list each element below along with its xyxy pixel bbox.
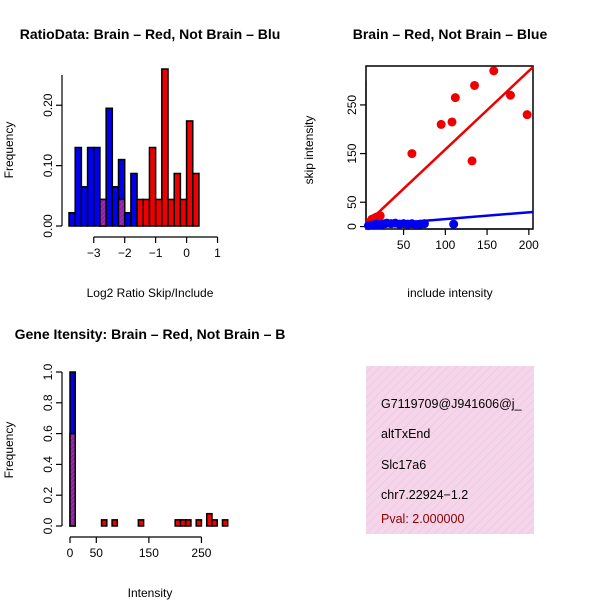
ratio-histogram-bar-brain <box>136 198 145 227</box>
ratio-histogram-bar-brain <box>154 198 163 227</box>
ratio-histogram-y-tick-label: 0.00 <box>41 214 55 238</box>
gene-intensity-title: Gene Itensity: Brain – Red, Not Brain – … <box>15 326 286 342</box>
scatter-title: Brain – Red, Not Brain – Blue <box>353 26 548 42</box>
info-panel-hatch <box>366 366 534 534</box>
scatter-y-tick-label: 0 <box>345 223 359 230</box>
scatter-ylabel: skip intensity <box>302 116 316 185</box>
ratio-histogram-bar-not-brain <box>93 146 101 227</box>
gene-intensity-y-tick-label: 0.6 <box>41 425 55 442</box>
ratio-histogram-bar-brain <box>185 120 194 227</box>
scatter-x-tick-label: 150 <box>477 238 497 252</box>
gene-intensity-histogram-panel: Gene Itensity: Brain – Red, Not Brain – … <box>2 326 285 600</box>
ratio-histogram-x-tick-label: 0 <box>183 246 190 260</box>
ratio-histogram-bar-not-brain <box>68 211 76 227</box>
gene-intensity-bar-brain <box>195 519 203 527</box>
gene-intensity-bar-brain <box>221 519 229 527</box>
ratio-histogram-y-tick-label: 0.10 <box>41 154 55 178</box>
gene-intensity-xlabel: Intensity <box>128 586 173 600</box>
gene-intensity-x-tick-label: 0 <box>67 546 74 560</box>
scatter-point-brain <box>407 149 417 159</box>
ratio-histogram-bar-overlap <box>99 198 107 227</box>
scatter-xlabel: include intensity <box>407 286 492 300</box>
scatter-x-tick-label: 50 <box>397 238 411 252</box>
ratio-histogram-bar-not-brain <box>86 146 95 227</box>
gene-intensity-ylabel: Frequency <box>2 422 16 479</box>
gene-intensity-y-tick-label: 0.2 <box>41 487 55 504</box>
scatter-fit-line-brain <box>365 66 534 226</box>
ratio-histogram-y-tick-label: 0.20 <box>41 93 55 117</box>
gene-intensity-x-tick-label: 150 <box>139 546 159 560</box>
ratio-histogram-bar-not-brain <box>80 186 89 227</box>
scatter-y-tick-label: 50 <box>345 195 359 209</box>
gene-intensity-y-tick-label: 1.0 <box>41 363 55 380</box>
ratio-histogram-bar-not-brain <box>74 146 83 227</box>
scatter-x-tick-label: 100 <box>435 238 455 252</box>
scatter-point-brain <box>450 93 460 103</box>
ratio-histogram-bar-brain <box>148 146 157 227</box>
scatter-point-brain <box>436 119 446 129</box>
ratio-histogram-xlabel: Log2 Ratio Skip/Include <box>87 286 214 300</box>
gene-intensity-bar-brain <box>205 512 213 527</box>
info-line-junction-id: G7119709@J941606@j_ <box>381 397 523 411</box>
gene-intensity-bar-brain <box>100 519 108 527</box>
ratio-histogram-panel: RatioData: Brain – Red, Not Brain – Blu … <box>2 26 280 300</box>
ratio-histogram-bar-brain <box>167 198 175 227</box>
info-line-pval: Pval: 2.000000 <box>381 512 464 526</box>
info-line-gene-symbol: Slc17a6 <box>381 458 426 472</box>
ratio-histogram-bar-brain <box>192 172 200 227</box>
ratio-histogram-x-tick-label: −2 <box>118 246 132 260</box>
scatter-point-brain <box>489 66 499 76</box>
scatter-x-tick-label: 200 <box>519 238 539 252</box>
ratio-histogram-x-tick-label: −3 <box>87 246 101 260</box>
info-line-location: chr7.22924−1.2 <box>381 488 468 502</box>
scatter-point-brain <box>467 156 477 166</box>
scatter-point-brain <box>522 110 532 120</box>
ratio-histogram-bar-brain <box>173 172 182 227</box>
ratio-histogram-bar-not-brain <box>111 186 120 227</box>
scatter-fit-line-not-brain <box>365 210 534 227</box>
ratio-histogram-ylabel: Frequency <box>2 122 16 179</box>
ratio-histogram-bar-not-brain <box>130 172 138 227</box>
gene-intensity-bar-brain <box>111 519 119 527</box>
gene-intensity-bar-brain <box>184 519 192 527</box>
gene-intensity-bar-brain <box>174 519 182 527</box>
scatter-y-tick-label: 250 <box>345 95 359 115</box>
scatter-y-tick-label: 150 <box>345 143 359 163</box>
ratio-histogram-bar-brain <box>161 68 169 227</box>
info-line-event-type: altTxEnd <box>381 427 430 441</box>
gene-intensity-bar-overlap <box>69 432 77 527</box>
ratio-histogram-bar-overlap <box>117 198 126 227</box>
gene-intensity-y-tick-label: 0.8 <box>41 394 55 411</box>
ratio-histogram-bar-not-brain <box>123 211 132 227</box>
ratio-histogram-x-tick-label: 1 <box>214 246 221 260</box>
gene-intensity-bar-brain <box>137 519 145 527</box>
intensity-scatter-panel: Brain – Red, Not Brain – Blue include in… <box>302 26 547 300</box>
scatter-point-brain <box>470 80 480 90</box>
ratio-histogram-bar-brain <box>142 198 151 227</box>
ratio-histogram-bar-not-brain <box>105 107 114 227</box>
ratio-histogram-title: RatioData: Brain – Red, Not Brain – Blu <box>20 26 281 42</box>
gene-intensity-x-tick-label: 50 <box>90 546 104 560</box>
gene-intensity-y-tick-label: 0.4 <box>41 456 55 473</box>
gene-intensity-bar-brain <box>179 519 187 527</box>
gene-intensity-y-tick-label: 0.0 <box>41 517 55 534</box>
ratio-histogram-bar-brain <box>179 198 188 227</box>
gene-intensity-bar-brain <box>211 519 218 527</box>
scatter-point-not-brain <box>449 219 459 229</box>
info-panel: G7119709@J941606@j_ altTxEnd Slc17a6 chr… <box>366 366 534 534</box>
ratio-histogram-x-tick-label: −1 <box>149 246 163 260</box>
scatter-point-brain <box>505 90 515 100</box>
scatter-point-brain <box>447 117 457 127</box>
gene-intensity-x-tick-label: 250 <box>191 546 211 560</box>
